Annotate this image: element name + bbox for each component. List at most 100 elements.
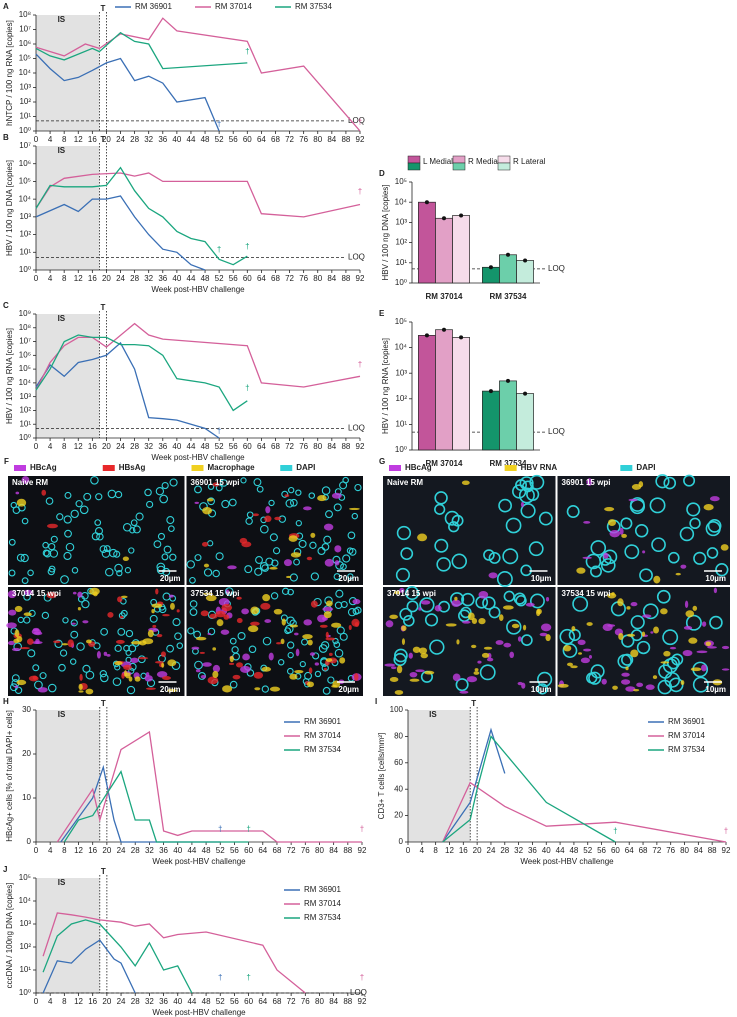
stain (265, 506, 271, 514)
nucleus (651, 537, 666, 553)
nucleus (159, 494, 169, 504)
nucleus (124, 567, 132, 574)
nucleus (100, 627, 108, 636)
stain (642, 550, 646, 554)
nucleus (215, 484, 223, 492)
x-tick-label: 88 (343, 997, 352, 1006)
nucleus (169, 553, 177, 561)
x-tick-label: 4 (48, 442, 53, 451)
x-tick-label: 56 (229, 442, 238, 451)
shade-label: IS (58, 878, 66, 887)
stain (290, 552, 301, 558)
x-tick-label: 84 (327, 442, 336, 451)
tile-label: 36901 15 wpi (191, 478, 240, 487)
x-tick-label: 12 (74, 442, 83, 451)
y-axis-title: HBV / 100 ng RNA [copies] (381, 338, 390, 434)
nucleus (207, 497, 215, 506)
nucleus (434, 491, 448, 505)
x-tick-label: 68 (273, 997, 282, 1006)
nucleus (207, 483, 215, 490)
nucleus (683, 474, 696, 487)
nucleus (505, 517, 522, 534)
stain (280, 638, 285, 645)
shade-label: IS (429, 710, 437, 719)
stain (252, 513, 259, 517)
y-tick-label: 10¹ (19, 419, 31, 428)
stain (576, 567, 586, 574)
stain (692, 605, 698, 611)
nucleus (340, 600, 348, 609)
stain (221, 603, 233, 612)
legend-swatch (620, 465, 633, 471)
legend-label: HBcAg (405, 463, 432, 472)
nucleus (130, 519, 138, 527)
tile-label: 37534 15 wpi (562, 589, 611, 598)
stain (145, 687, 156, 690)
x-tick-label: 20 (102, 135, 111, 144)
stain (317, 495, 327, 502)
bar-dot (523, 258, 528, 263)
stain (303, 506, 312, 511)
nucleus (451, 553, 468, 570)
x-tick-label: 44 (556, 846, 565, 855)
death-marker: † (360, 824, 364, 833)
stain (241, 608, 249, 615)
stain (451, 599, 461, 607)
stain (106, 653, 111, 657)
stain (685, 610, 695, 618)
nucleus (59, 649, 68, 657)
nucleus (168, 525, 175, 533)
treatment-label: T (100, 135, 105, 144)
nucleus (298, 539, 307, 548)
x-tick-label: 60 (243, 274, 252, 283)
x-tick-label: 28 (130, 274, 139, 283)
y-tick-label: 80 (394, 732, 403, 741)
stain (170, 602, 175, 610)
nucleus (325, 510, 334, 519)
nucleus (342, 554, 351, 563)
bar (516, 260, 534, 284)
stain (307, 639, 313, 646)
x-tick-label: 88 (341, 442, 350, 451)
x-tick-label: 4 (48, 846, 53, 855)
stain (176, 609, 180, 613)
series-line (35, 31, 248, 70)
x-tick-label: 80 (315, 997, 324, 1006)
y-tick-label: 10² (19, 942, 31, 951)
nucleus (566, 505, 580, 519)
y-tick-label: 10⁴ (19, 378, 32, 387)
x-tick-label: 16 (88, 274, 97, 283)
y-tick-label: 10² (395, 394, 407, 403)
death-marker: † (217, 245, 221, 254)
death-marker: † (358, 360, 362, 369)
nucleus (502, 548, 519, 565)
stain (130, 641, 142, 645)
x-tick-label: 56 (230, 997, 239, 1006)
stain (520, 501, 524, 508)
y-tick-label: 30 (22, 705, 31, 714)
nucleus (118, 612, 126, 620)
nucleus (705, 521, 721, 537)
stain (461, 480, 470, 485)
nucleus (228, 498, 237, 507)
stain (195, 636, 207, 641)
stain (154, 660, 164, 664)
stain (103, 651, 108, 656)
stain (72, 591, 77, 595)
stain (166, 688, 177, 693)
stain (306, 681, 314, 688)
nucleus (23, 616, 31, 624)
x-tick-label: 88 (341, 135, 350, 144)
y-tick-label: 10⁰ (19, 126, 31, 135)
shade-label: IS (58, 146, 66, 155)
legend-label: HBcAg (30, 463, 57, 472)
nucleus (8, 538, 16, 546)
y-tick-label: 10¹ (395, 258, 407, 267)
stain (495, 640, 504, 645)
nucleus (254, 567, 263, 576)
stain (385, 620, 394, 628)
x-tick-label: 52 (216, 997, 225, 1006)
stain (390, 666, 397, 670)
nucleus (317, 546, 326, 556)
x-tick-label: 4 (48, 135, 53, 144)
